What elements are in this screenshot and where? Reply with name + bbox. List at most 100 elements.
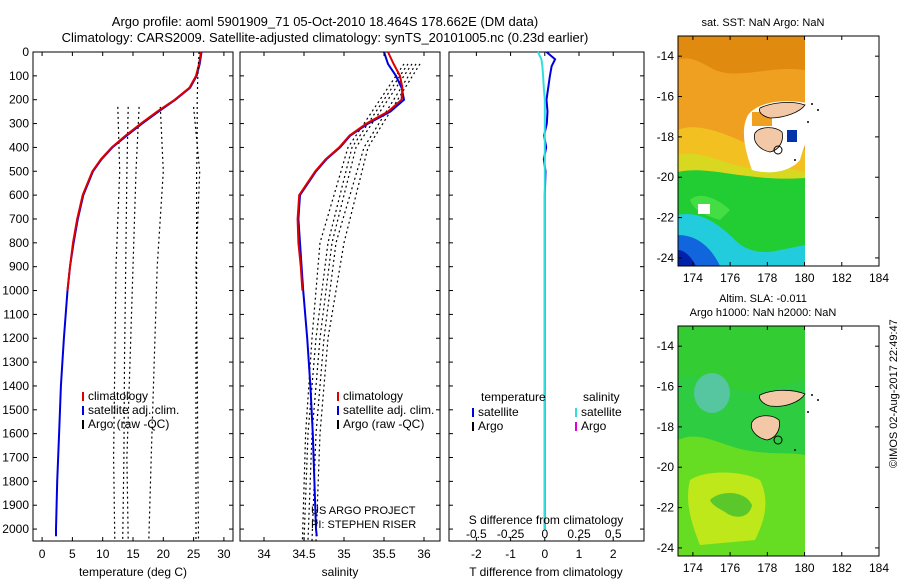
difference-series-line: [537, 51, 546, 530]
temperature-xtick-label: 15: [126, 547, 140, 561]
copyright-stamp: ©IMOS 02-Aug-2017 22:49:47: [888, 319, 900, 468]
difference-s-xtick-label: 0.25: [567, 527, 591, 541]
sla-map-xtick-label: 176: [720, 561, 740, 575]
temperature-series-line: [66, 51, 202, 291]
temperature-axes-frame: [32, 51, 234, 542]
temperature-ytick-label: 500: [9, 164, 29, 178]
salinity-xtick-label: 35: [337, 547, 351, 561]
salinity-series-line: [296, 51, 404, 291]
sla-map-field: [678, 326, 879, 556]
salinity-reference-profile: [311, 63, 417, 542]
sst-map-xtick-label: 182: [832, 271, 852, 285]
sla-map-ytick-label: -24: [657, 541, 675, 555]
sst-map-xtick-label: 180: [795, 271, 815, 285]
temperature-ytick-label: 100: [9, 69, 29, 83]
temperature-series-line: [195, 51, 200, 541]
difference-axes-frame: [448, 51, 645, 542]
salinity-xtick-label: 34.5: [292, 547, 316, 561]
temperature-ytick-label: 2000: [2, 522, 29, 536]
difference-panel: -2 -1 0 1 2 -0.5 -0.25 0 0.25 0.5 temperature salin…: [448, 51, 645, 579]
sst-map-frame: [677, 35, 880, 267]
temperature-legend-label: satellite adj. clim.: [88, 403, 179, 417]
difference-t-xtick-label: 0: [541, 547, 548, 561]
sst-map-ytick-label: -24: [657, 251, 675, 265]
difference-s-legend-label: Argo: [581, 419, 607, 433]
temperature-xtick-label: 10: [96, 547, 110, 561]
temperature-ytick-label: 900: [9, 260, 29, 274]
sla-map-ytick-label: -20: [657, 460, 675, 474]
temperature-legend-label: Argo (raw -QC): [88, 417, 169, 431]
salinity-xtick-label: 36: [417, 547, 431, 561]
sst-map-ytick-label: -14: [657, 49, 675, 63]
sla-map-ytick-label: -16: [657, 380, 675, 394]
sla-map-ytick-label: -14: [657, 339, 675, 353]
salinity-legend-label: satellite adj. clim.: [343, 403, 434, 417]
temperature-xlabel: temperature (deg C): [79, 565, 187, 579]
temperature-xtick-label: 30: [217, 547, 231, 561]
sla-map-xtick-label: 174: [683, 561, 703, 575]
temperature-xtick-label: 5: [69, 547, 76, 561]
sla-map-xtick-label: 184: [869, 561, 889, 575]
sst-map-xtick-label: 178: [757, 271, 777, 285]
temperature-legend-label: climatology: [88, 389, 148, 403]
sla-map-frame: [677, 325, 880, 557]
difference-legend-title-t: temperature: [481, 390, 546, 404]
sst-map-xtick-label: 174: [683, 271, 703, 285]
difference-t-xtick-label: 1: [576, 547, 583, 561]
temperature-ytick-label: 300: [9, 117, 29, 131]
temperature-ytick-label: 0: [22, 45, 29, 59]
temperature-xtick-label: 25: [187, 547, 201, 561]
sla-map-xtick-label: 178: [757, 561, 777, 575]
sla-map-title-line2: Argo h1000: NaN h2000: NaN: [690, 307, 837, 319]
t-diff-label: T difference from climatology: [469, 565, 623, 579]
difference-t-xtick-label: -1: [505, 547, 516, 561]
sla-map-ytick-label: -18: [657, 420, 675, 434]
difference-t-legend-label: satellite: [478, 405, 519, 419]
sla-map-panel: Altim. SLA: -0.011 Argo h1000: NaN h2000…: [657, 293, 890, 575]
salinity-legend-label: Argo (raw -QC): [343, 417, 424, 431]
temperature-ytick-label: 1400: [2, 379, 29, 393]
temperature-ytick-label: 800: [9, 236, 29, 250]
sst-map-title: sat. SST: NaN Argo: NaN: [702, 17, 825, 29]
salinity-reference-profile: [315, 63, 421, 542]
sst-map-ytick-label: -22: [657, 211, 675, 225]
temperature-ytick-label: 1700: [2, 451, 29, 465]
difference-t-xtick-label: 2: [610, 547, 617, 561]
sst-map-ytick-label: -18: [657, 130, 675, 144]
difference-s-xtick-label: 0.5: [605, 527, 622, 541]
difference-s-xtick-label: -0.5: [466, 527, 487, 541]
sst-map-xtick-label: 176: [720, 271, 740, 285]
temperature-ytick-label: 1100: [3, 307, 29, 321]
temperature-panel: 0100200300400500600700800900100011001200…: [2, 45, 234, 579]
temperature-ytick-label: 700: [9, 212, 29, 226]
salinity-reference-profile: [303, 63, 409, 542]
temperature-ytick-label: 200: [9, 93, 29, 107]
temperature-ytick-label: 400: [9, 140, 29, 154]
sst-map-xtick-label: 184: [869, 271, 889, 285]
temperature-ytick-label: 1600: [2, 427, 29, 441]
project-annotation: US ARGO PROJECT: [311, 505, 416, 517]
s-diff-label: S difference from climatology: [469, 513, 624, 527]
temperature-ytick-label: 600: [9, 188, 29, 202]
difference-s-legend-label: satellite: [581, 405, 622, 419]
temperature-ytick-label: 1900: [2, 498, 29, 512]
temperature-xtick-label: 0: [39, 547, 46, 561]
sla-map-ytick-label: -22: [657, 501, 675, 515]
temperature-ytick-label: 1300: [2, 355, 29, 369]
temperature-ytick-label: 1000: [2, 284, 29, 298]
difference-s-xtick-label: 0: [541, 527, 548, 541]
sla-map-xtick-label: 180: [795, 561, 815, 575]
figure-title-line1: Argo profile: aoml 5901909_71 05-Oct-201…: [111, 14, 539, 29]
sst-map-panel: sat. SST: NaN Argo: NaN 174 176 178 180 182 1…: [657, 17, 890, 285]
sla-map-xtick-label: 182: [832, 561, 852, 575]
salinity-axes-frame: [239, 51, 441, 542]
difference-s-xtick-label: -0.25: [497, 527, 525, 541]
salinity-legend-label: climatology: [343, 389, 403, 403]
temperature-ytick-label: 1500: [2, 403, 29, 417]
temperature-ytick-label: 1200: [2, 331, 29, 345]
salinity-reference-profile: [307, 63, 413, 542]
difference-t-xtick-label: -2: [471, 547, 482, 561]
salinity-xtick-label: 35.5: [372, 547, 396, 561]
